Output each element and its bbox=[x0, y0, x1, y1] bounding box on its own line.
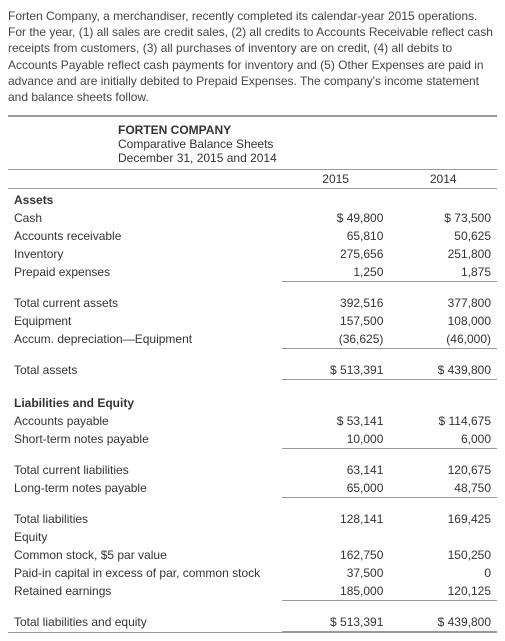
inv-2015: 275,656 bbox=[282, 245, 390, 263]
pic-2015: 37,500 bbox=[282, 564, 390, 582]
row-tca: Total current assets 392,516 377,800 bbox=[8, 294, 497, 312]
row-tle: Total liabilities and equity $ 513,391 $… bbox=[8, 613, 497, 632]
row-stnp: Short-term notes payable 10,000 6,000 bbox=[8, 430, 497, 449]
row-prepaid: Prepaid expenses 1,250 1,875 bbox=[8, 263, 497, 282]
accdep-2015: (36,625) bbox=[282, 330, 390, 349]
ltnp-2015: 65,000 bbox=[282, 479, 390, 498]
assets-header-row: Assets bbox=[8, 189, 497, 210]
label-inv: Inventory bbox=[8, 245, 282, 263]
equip-2015: 157,500 bbox=[282, 312, 390, 330]
liab-header-row: Liabilities and Equity bbox=[8, 392, 497, 412]
row-ar: Accounts receivable 65,810 50,625 bbox=[8, 227, 497, 245]
equity-header: Equity bbox=[8, 528, 282, 546]
equity-header-row: Equity bbox=[8, 528, 497, 546]
label-ap: Accounts payable bbox=[8, 412, 282, 430]
label-tca: Total current assets bbox=[8, 294, 282, 312]
cash-2015: $ 49,800 bbox=[282, 209, 390, 227]
label-tle: Total liabilities and equity bbox=[8, 613, 282, 632]
sheet-header: FORTEN COMPANY Comparative Balance Sheet… bbox=[8, 117, 497, 169]
cash-2014: $ 73,500 bbox=[389, 209, 497, 227]
row-re: Retained earnings 185,000 120,125 bbox=[8, 582, 497, 601]
prepaid-2014: 1,875 bbox=[389, 263, 497, 282]
prepaid-2015: 1,250 bbox=[282, 263, 390, 282]
tca-2014: 377,800 bbox=[389, 294, 497, 312]
intro-text: Forten Company, a merchandiser, recently… bbox=[8, 8, 497, 105]
assets-header: Assets bbox=[8, 189, 282, 210]
ar-2014: 50,625 bbox=[389, 227, 497, 245]
pic-2014: 0 bbox=[389, 564, 497, 582]
tca-2015: 392,516 bbox=[282, 294, 390, 312]
col-2014: 2014 bbox=[389, 170, 497, 189]
label-tl: Total liabilities bbox=[8, 510, 282, 528]
label-cash: Cash bbox=[8, 209, 282, 227]
tl-2014: 169,425 bbox=[389, 510, 497, 528]
ta-2014: $ 439,800 bbox=[389, 361, 497, 380]
cs-2014: 150,250 bbox=[389, 546, 497, 564]
stnp-2015: 10,000 bbox=[282, 430, 390, 449]
column-header-row: 2015 2014 bbox=[8, 170, 497, 189]
row-ap: Accounts payable $ 53,141 $ 114,675 bbox=[8, 412, 497, 430]
row-tcl: Total current liabilities 63,141 120,675 bbox=[8, 461, 497, 479]
ap-2014: $ 114,675 bbox=[389, 412, 497, 430]
label-pic: Paid-in capital in excess of par, common… bbox=[8, 564, 282, 582]
inv-2014: 251,800 bbox=[389, 245, 497, 263]
tle-2014: $ 439,800 bbox=[389, 613, 497, 632]
liab-header: Liabilities and Equity bbox=[8, 392, 282, 412]
equip-2014: 108,000 bbox=[389, 312, 497, 330]
company-name: FORTEN COMPANY bbox=[118, 123, 497, 137]
row-equip: Equipment 157,500 108,000 bbox=[8, 312, 497, 330]
re-2014: 120,125 bbox=[389, 582, 497, 601]
tle-2015: $ 513,391 bbox=[282, 613, 390, 632]
tl-2015: 128,141 bbox=[282, 510, 390, 528]
sheet-date: December 31, 2015 and 2014 bbox=[118, 151, 497, 165]
label-stnp: Short-term notes payable bbox=[8, 430, 282, 449]
label-tcl: Total current liabilities bbox=[8, 461, 282, 479]
label-ta: Total assets bbox=[8, 361, 282, 380]
balance-sheet: FORTEN COMPANY Comparative Balance Sheet… bbox=[8, 115, 497, 633]
row-cash: Cash $ 49,800 $ 73,500 bbox=[8, 209, 497, 227]
col-2015: 2015 bbox=[282, 170, 390, 189]
row-pic: Paid-in capital in excess of par, common… bbox=[8, 564, 497, 582]
row-accdep: Accum. depreciation—Equipment (36,625) (… bbox=[8, 330, 497, 349]
cs-2015: 162,750 bbox=[282, 546, 390, 564]
label-prepaid: Prepaid expenses bbox=[8, 263, 282, 282]
row-tl: Total liabilities 128,141 169,425 bbox=[8, 510, 497, 528]
ap-2015: $ 53,141 bbox=[282, 412, 390, 430]
row-ltnp: Long-term notes payable 65,000 48,750 bbox=[8, 479, 497, 498]
accdep-2014: (46,000) bbox=[389, 330, 497, 349]
label-cs: Common stock, $5 par value bbox=[8, 546, 282, 564]
label-equip: Equipment bbox=[8, 312, 282, 330]
label-re: Retained earnings bbox=[8, 582, 282, 601]
label-accdep: Accum. depreciation—Equipment bbox=[8, 330, 282, 349]
row-total-assets: Total assets $ 513,391 $ 439,800 bbox=[8, 361, 497, 380]
ltnp-2014: 48,750 bbox=[389, 479, 497, 498]
row-inv: Inventory 275,656 251,800 bbox=[8, 245, 497, 263]
blank-header bbox=[8, 170, 282, 189]
balance-sheet-table: 2015 2014 Assets Cash $ 49,800 $ 73,500 … bbox=[8, 169, 497, 632]
tcl-2015: 63,141 bbox=[282, 461, 390, 479]
tcl-2014: 120,675 bbox=[389, 461, 497, 479]
ta-2015: $ 513,391 bbox=[282, 361, 390, 380]
stnp-2014: 6,000 bbox=[389, 430, 497, 449]
re-2015: 185,000 bbox=[282, 582, 390, 601]
row-cs: Common stock, $5 par value 162,750 150,2… bbox=[8, 546, 497, 564]
sheet-title: Comparative Balance Sheets bbox=[118, 137, 497, 151]
ar-2015: 65,810 bbox=[282, 227, 390, 245]
label-ltnp: Long-term notes payable bbox=[8, 479, 282, 498]
label-ar: Accounts receivable bbox=[8, 227, 282, 245]
